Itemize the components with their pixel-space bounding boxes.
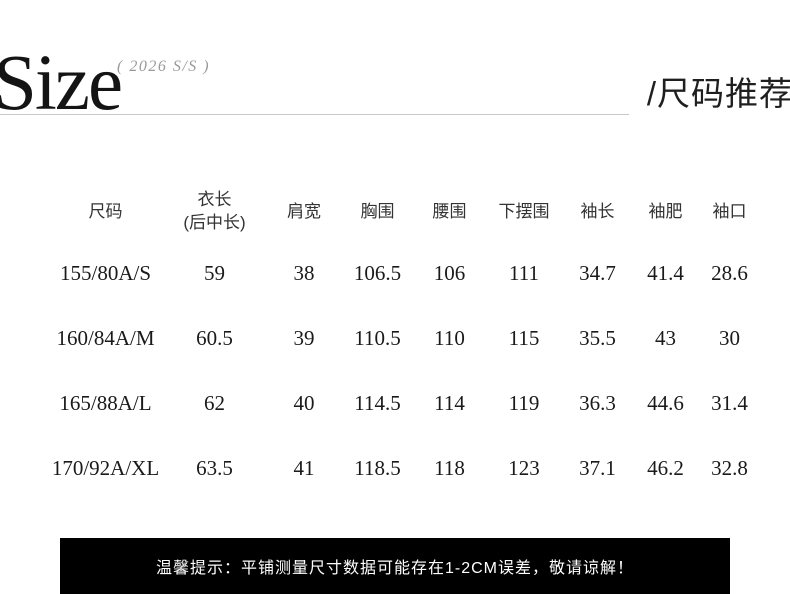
cell-value: 118.5 <box>354 456 401 480</box>
page-title: Size <box>0 40 123 127</box>
cell-size-label: 155/80A/S <box>59 261 151 285</box>
cell-value: 60.5 <box>196 326 233 350</box>
cell-value: 111 <box>509 261 539 285</box>
cell-value: 114.5 <box>354 391 401 415</box>
cell-value: 106.5 <box>353 261 402 285</box>
col-header-sleeve-width: 袖肥 <box>633 183 698 241</box>
table-header-row: 尺码 衣长 (后中长) 肩宽 胸围 腰围 下摆围 袖长 袖肥 袖口 <box>48 183 761 241</box>
cell-size-label: 160/84A/M <box>56 326 155 350</box>
cell-value: 28.6 <box>711 261 748 285</box>
section-title: /尺码推荐 <box>646 75 790 112</box>
cell-value: 37.1 <box>579 456 616 480</box>
table-row-size-xl: 170/92A/XL 63.5 41 118.5 118 123 37.1 46… <box>48 436 761 501</box>
col-header-label: 下摆围 <box>498 201 550 221</box>
col-header-label: 腰围 <box>432 201 467 221</box>
cell-value: 34.7 <box>579 261 616 285</box>
cell-value: 59 <box>204 261 225 285</box>
cell-size-label: 170/92A/XL <box>51 456 160 480</box>
cell-value: 123 <box>508 456 540 480</box>
cell-value: 41 <box>293 456 315 480</box>
cell-value: 118 <box>434 456 465 480</box>
cell-value: 115 <box>508 326 540 350</box>
cell-value: 43 <box>655 326 676 350</box>
season-label: ( 2026 S/S ) <box>117 58 211 75</box>
cell-value: 119 <box>508 391 540 415</box>
cell-value: 114 <box>434 391 465 415</box>
col-header-bust: 胸围 <box>342 183 413 241</box>
cell-value: 62 <box>204 391 225 415</box>
cell-value: 44.6 <box>647 391 684 415</box>
cell-value: 46.2 <box>647 456 684 480</box>
cell-value: 36.3 <box>579 391 616 415</box>
cell-value: 31.4 <box>711 391 748 415</box>
col-header-waist: 腰围 <box>413 183 486 241</box>
size-table: 尺码 衣长 (后中长) 肩宽 胸围 腰围 下摆围 袖长 袖肥 袖口 155/80A… <box>48 183 761 501</box>
col-header-label: 袖肥 <box>648 201 683 221</box>
cell-value: 38 <box>293 261 315 285</box>
col-header-cuff: 袖口 <box>698 183 761 241</box>
measurement-notice-bar: 温馨提示：平铺测量尺寸数据可能存在1-2CM误差，敬请谅解！ <box>60 538 730 594</box>
cell-value: 39 <box>293 326 315 350</box>
cell-value: 35.5 <box>579 326 616 350</box>
notice-text: 温馨提示：平铺测量尺寸数据可能存在1-2CM误差，敬请谅解！ <box>155 560 634 577</box>
col-header-length: 衣长 (后中长) <box>163 183 266 241</box>
table-row-size-s: 155/80A/S 59 38 106.5 106 111 34.7 41.4 … <box>48 241 761 306</box>
cell-size-label: 165/88A/L <box>59 391 152 415</box>
col-header-size: 尺码 <box>48 183 163 241</box>
header-divider <box>0 114 629 115</box>
cell-value: 41.4 <box>647 261 684 285</box>
cell-value: 40 <box>293 391 315 415</box>
col-header-sleeve-length: 袖长 <box>562 183 633 241</box>
col-header-shoulder: 肩宽 <box>266 183 342 241</box>
cell-value: 110 <box>434 326 465 350</box>
col-header-label: 袖口 <box>712 201 747 221</box>
col-header-label: 衣长 <box>197 190 232 210</box>
cell-value: 32.8 <box>711 456 748 480</box>
col-header-hem: 下摆围 <box>486 183 562 241</box>
cell-value: 63.5 <box>196 456 233 480</box>
table-row-size-l: 165/88A/L 62 40 114.5 114 119 36.3 44.6 … <box>48 371 761 436</box>
col-header-label: 袖长 <box>580 201 615 221</box>
col-header-label: 尺码 <box>88 201 123 221</box>
table-row-size-m: 160/84A/M 60.5 39 110.5 110 115 35.5 43 … <box>48 306 761 371</box>
col-header-sublabel: (后中长) <box>183 213 246 232</box>
cell-value: 106 <box>433 261 466 285</box>
col-header-label: 肩宽 <box>287 201 321 221</box>
cell-value: 110.5 <box>354 326 401 350</box>
col-header-label: 胸围 <box>360 201 395 221</box>
cell-value: 30 <box>719 326 740 350</box>
